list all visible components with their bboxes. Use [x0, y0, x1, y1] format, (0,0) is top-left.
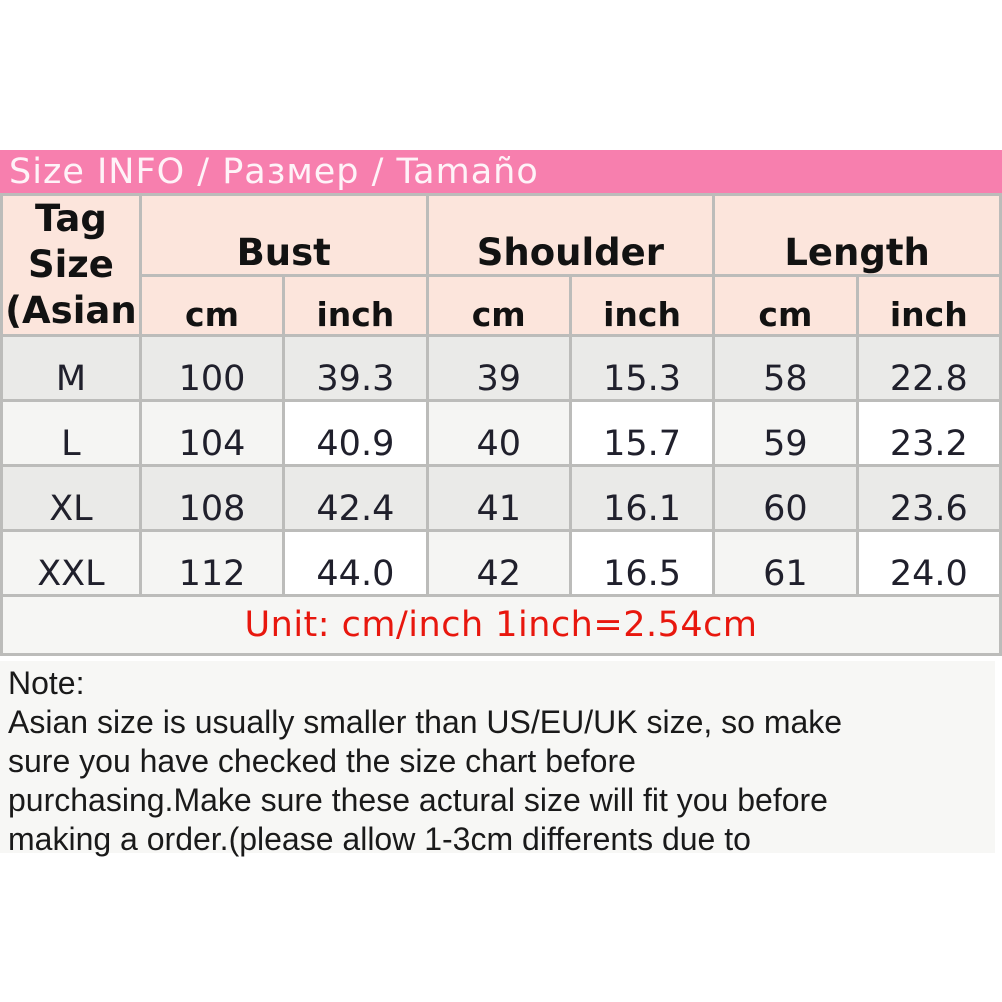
subheader-bust-cm: cm: [138, 274, 286, 337]
row-m-bust-cm: 100: [138, 334, 286, 402]
row-m-shoulder-cm: 39: [425, 334, 572, 402]
row-l-shoulder-inch: 15.7: [568, 399, 716, 467]
row-m-length-inch: 22.8: [855, 334, 1002, 402]
row-l-length-cm: 59: [712, 399, 859, 467]
row-xxl-shoulder-cm: 42: [425, 529, 572, 597]
header-tag-size: Tag Size (Asian: [0, 193, 142, 337]
note-line-4: making a order.(please allow 1-3cm diffe…: [8, 821, 751, 857]
row-m-length-cm: 58: [712, 334, 859, 402]
note-line-1: Asian size is usually smaller than US/EU…: [8, 704, 843, 740]
note-heading: Note:: [8, 665, 85, 701]
row-m-size: M: [0, 334, 142, 402]
row-l-bust-inch: 40.9: [282, 399, 429, 467]
row-xl-length-inch: 23.6: [855, 464, 1002, 532]
row-xl-size: XL: [0, 464, 142, 532]
row-xxl-length-cm: 61: [712, 529, 859, 597]
note-line-2: sure you have checked the size chart bef…: [8, 743, 636, 779]
row-xxl-shoulder-inch: 16.5: [568, 529, 716, 597]
table-row-xxl: XXL 112 44.0 42 16.5 61 24.0: [0, 529, 1002, 597]
row-xl-bust-inch: 42.4: [282, 464, 429, 532]
row-l-bust-cm: 104: [138, 399, 286, 467]
row-l-length-inch: 23.2: [855, 399, 1002, 467]
row-xl-length-cm: 60: [712, 464, 859, 532]
row-xxl-bust-inch: 44.0: [282, 529, 429, 597]
row-l-shoulder-cm: 40: [425, 399, 572, 467]
unit-note: Unit: cm/inch 1inch=2.54cm: [0, 594, 1002, 656]
table-row-m: M 100 39.3 39 15.3 58 22.8: [0, 334, 1002, 402]
table-row-xl: XL 108 42.4 41 16.1 60 23.6: [0, 464, 1002, 532]
row-xxl-bust-cm: 112: [138, 529, 286, 597]
size-info-banner: Size INFO / Размер / Tamaño: [0, 150, 1002, 193]
row-xxl-size: XXL: [0, 529, 142, 597]
table-subheader-row: cm inch cm inch cm inch: [2, 274, 1002, 337]
header-tag-size-line1: Tag: [34, 197, 107, 240]
header-tag-size-line2: Size: [27, 243, 114, 286]
header-shoulder: Shoulder: [425, 193, 716, 277]
row-xxl-length-inch: 24.0: [855, 529, 1002, 597]
row-xl-shoulder-cm: 41: [425, 464, 572, 532]
header-length: Length: [712, 193, 1002, 277]
header-tag-size-line3: (Asian: [5, 289, 137, 332]
subheader-shoulder-cm: cm: [425, 274, 572, 337]
subheader-length-inch: inch: [855, 274, 1002, 337]
subheader-shoulder-inch: inch: [568, 274, 716, 337]
row-l-size: L: [0, 399, 142, 467]
subheader-length-cm: cm: [712, 274, 859, 337]
row-xl-shoulder-inch: 16.1: [568, 464, 716, 532]
note-line-3: purchasing.Make sure these actural size …: [8, 782, 828, 818]
row-m-shoulder-inch: 15.3: [568, 334, 716, 402]
table-row-l: L 104 40.9 40 15.7 59 23.2: [0, 399, 1002, 467]
table-unit-row: Unit: cm/inch 1inch=2.54cm: [0, 594, 1002, 656]
subheader-bust-inch: inch: [282, 274, 429, 337]
row-xl-bust-cm: 108: [138, 464, 286, 532]
size-chart-table: Tag Size (Asian Bust Shoulder Length cm …: [0, 193, 1002, 656]
table-header-group-row: Tag Size (Asian Bust Shoulder Length: [0, 193, 1002, 337]
row-m-bust-inch: 39.3: [282, 334, 429, 402]
note-section: Note: Asian size is usually smaller than…: [0, 661, 995, 857]
header-bust: Bust: [138, 193, 429, 277]
